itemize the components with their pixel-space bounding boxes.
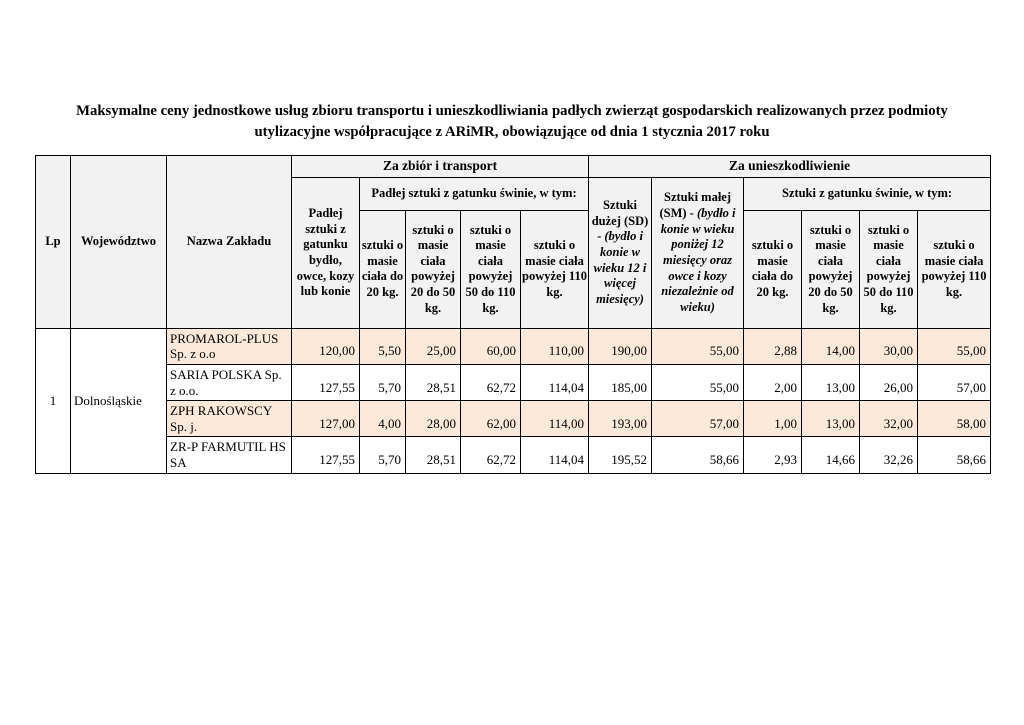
document-title: Maksymalne ceny jednostkowe usług zbioru… <box>0 101 1024 142</box>
value-cell: 62,72 <box>460 364 521 402</box>
header-collection-weight-3: sztuki o masie ciała powyżej 50 do 110 k… <box>460 209 521 329</box>
header-collection-weight-1: sztuki o masie ciała do 20 kg. <box>359 209 406 329</box>
value-cell: 28,00 <box>405 400 461 438</box>
plant-name-cell: ZPH RAKOWSCY Sp. j. <box>166 400 292 438</box>
value-cell: 13,00 <box>801 400 861 438</box>
value-cell: 110,00 <box>519 327 590 366</box>
header-group-disposal: Za unieszkodliwienie <box>588 155 992 178</box>
header-disposal-weight-3: sztuki o masie ciała powyżej 50 do 110 k… <box>859 209 919 329</box>
value-cell: 185,00 <box>588 364 653 402</box>
table-row: ZR-P FARMUTIL HS SA 127,55 5,70 28,51 62… <box>36 436 992 474</box>
value-cell: 114,04 <box>519 436 590 474</box>
value-cell: 28,51 <box>405 436 461 474</box>
header-collection-weight-4: sztuki o masie ciała powyżej 110 kg. <box>519 209 590 329</box>
value-cell: 57,00 <box>917 364 992 402</box>
table-row: ZPH RAKOWSCY Sp. j. 127,00 4,00 28,00 62… <box>36 400 992 438</box>
value-cell: 55,00 <box>651 364 745 402</box>
header-large-unit-detail: (bydło i konie w wieku 12 i więcej miesi… <box>593 229 647 306</box>
value-cell: 193,00 <box>588 400 653 438</box>
value-cell: 2,93 <box>743 436 803 474</box>
value-cell: 5,70 <box>359 364 406 402</box>
header-row-groups: Lp Województwo Nazwa Zakładu Za zbiór i … <box>35 155 992 329</box>
header-lp: Lp <box>35 155 71 329</box>
header-fallen-pigs-group: Padłej sztuki z gatunku świnie, w tym: <box>358 176 590 211</box>
price-table: Lp Województwo Nazwa Zakładu Za zbiór i … <box>35 155 992 474</box>
value-cell: 57,00 <box>651 400 745 438</box>
value-cell: 25,00 <box>405 327 461 366</box>
header-small-unit: Sztuki małej (SM) - (bydło i konie w wie… <box>651 176 745 329</box>
table-row: 1 Dolnośląskie PROMAROL-PLUS Sp. z o.o 1… <box>35 327 992 474</box>
value-cell: 58,00 <box>917 400 992 438</box>
value-cell: 32,26 <box>859 436 919 474</box>
header-small-unit-detail: (bydło i konie w wieku poniżej 12 miesię… <box>660 206 736 314</box>
header-disposal-pigs-group: Sztuki z gatunku świnie, w tym: <box>743 176 992 211</box>
value-cell: 58,66 <box>651 436 745 474</box>
value-cell: 60,00 <box>460 327 521 366</box>
voivodeship-cell: Dolnośląskie <box>70 327 167 474</box>
value-cell: 58,66 <box>917 436 992 474</box>
value-cell: 28,51 <box>405 364 461 402</box>
value-cell: 114,04 <box>519 364 590 402</box>
value-cell: 2,88 <box>743 327 803 366</box>
value-cell: 30,00 <box>859 327 919 366</box>
plant-name-cell: ZR-P FARMUTIL HS SA <box>166 436 292 474</box>
header-small-unit-main: Sztuki małej (SM) - <box>659 190 732 220</box>
value-cell: 32,00 <box>859 400 919 438</box>
value-cell: 195,52 <box>588 436 653 474</box>
value-cell: 114,00 <box>519 400 590 438</box>
value-cell: 2,00 <box>743 364 803 402</box>
header-collection-weight-2: sztuki o masie ciała powyżej 20 do 50 kg… <box>405 209 461 329</box>
value-cell: 127,55 <box>291 436 360 474</box>
value-cell: 127,55 <box>291 364 360 402</box>
value-cell: 120,00 <box>291 327 360 366</box>
value-cell: 55,00 <box>917 327 992 366</box>
header-plant-name: Nazwa Zakładu <box>166 155 292 329</box>
header-large-unit-main: Sztuki dużej (SD) - <box>591 198 649 244</box>
value-cell: 55,00 <box>651 327 745 366</box>
value-cell: 62,00 <box>460 400 521 438</box>
value-cell: 5,70 <box>359 436 406 474</box>
value-cell: 62,72 <box>460 436 521 474</box>
table-row: SARIA POLSKA Sp. z o.o. 127,55 5,70 28,5… <box>36 364 992 402</box>
value-cell: 190,00 <box>588 327 653 366</box>
value-cell: 14,66 <box>801 436 861 474</box>
value-cell: 26,00 <box>859 364 919 402</box>
header-voivodeship: Województwo <box>70 155 167 329</box>
document-title-line2: utylizacyjne współpracujące z ARiMR, obo… <box>254 123 770 140</box>
value-cell: 4,00 <box>359 400 406 438</box>
header-large-unit: Sztuki dużej (SD) - (bydło i konie w wie… <box>588 176 653 329</box>
value-cell: 5,50 <box>359 327 406 366</box>
value-cell: 1,00 <box>743 400 803 438</box>
header-disposal-weight-4: sztuki o masie ciała powyżej 110 kg. <box>917 209 992 329</box>
value-cell: 14,00 <box>801 327 861 366</box>
value-cell: 127,00 <box>291 400 360 438</box>
header-disposal-weight-1: sztuki o masie ciała do 20 kg. <box>743 209 803 329</box>
header-disposal-weight-2: sztuki o masie ciała powyżej 20 do 50 kg… <box>801 209 861 329</box>
document-title-line1: Maksymalne ceny jednostkowe usług zbioru… <box>76 103 948 119</box>
header-row-subgroups: Padłej sztuki z gatunku bydło, owce, koz… <box>36 176 992 329</box>
plant-name-cell: SARIA POLSKA Sp. z o.o. <box>166 364 292 402</box>
plant-name-cell: PROMAROL-PLUS Sp. z o.o <box>166 327 292 366</box>
header-group-collection: Za zbiór i transport <box>290 155 590 178</box>
header-row-weight-classes: sztuki o masie ciała do 20 kg. sztuki o … <box>36 209 992 329</box>
header-fallen-cattle: Padłej sztuki z gatunku bydło, owce, koz… <box>291 176 360 329</box>
lp-cell: 1 <box>35 327 71 474</box>
value-cell: 13,00 <box>801 364 861 402</box>
